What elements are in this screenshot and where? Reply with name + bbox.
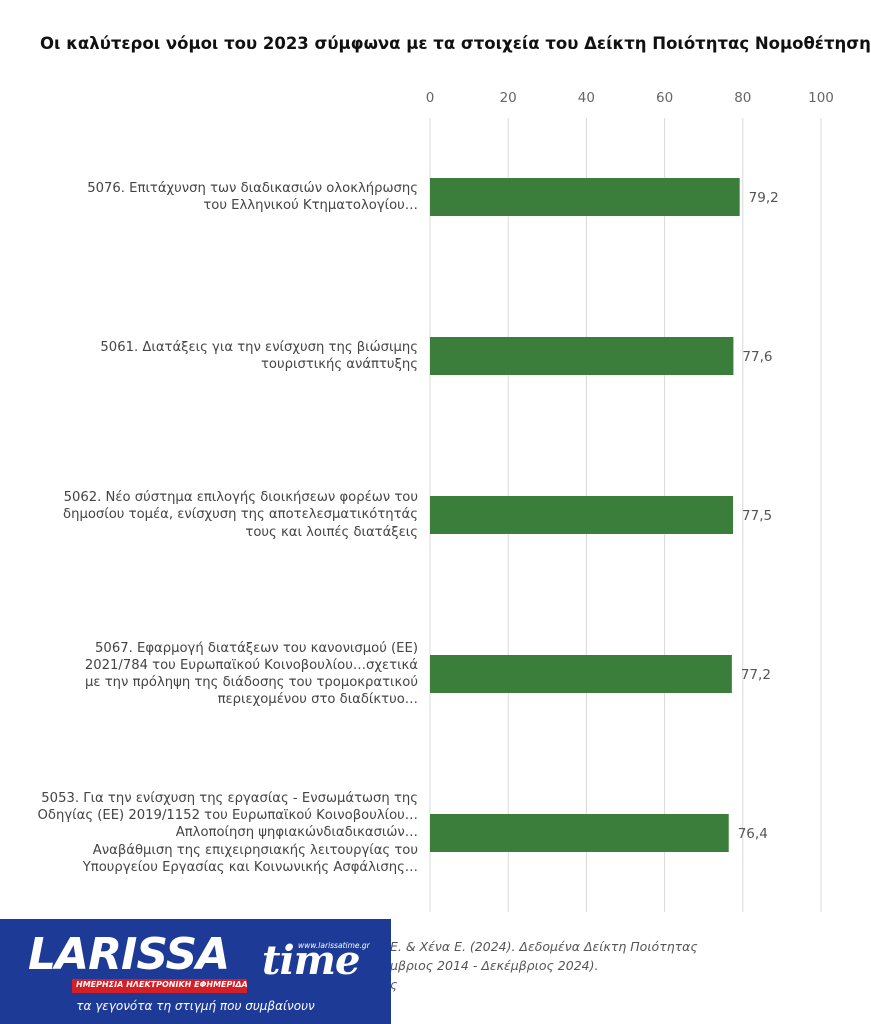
category-label-line: 5053. Για την ενίσχυση της εργασίας - Εν…	[41, 791, 418, 806]
category-label-line: 5076. Επιτάχυνση των διαδικασιών ολοκλήρ…	[87, 180, 418, 196]
x-tick-label: 0	[426, 90, 435, 106]
category-label-line: Απλοποίηση ψηφιακώνδιαδικασιών…	[175, 825, 418, 841]
category-label-line: τουριστικής ανάπτυξης	[260, 357, 418, 372]
data-label: 79,2	[749, 190, 779, 206]
bar	[430, 496, 734, 534]
category-label-line: 2021/784 του Ευρωπαϊκού Κοινοβουλίου…σχε…	[84, 657, 418, 673]
larissatime-logo[interactable]: LARISSA time www.larissatime.gr ΗΜΕΡΗΣΙΑ…	[0, 919, 391, 1024]
data-label: 77,5	[742, 508, 772, 524]
bar	[430, 655, 732, 693]
category-label-line: 5067. Εφαρμογή διατάξεων του κανονισμού …	[95, 640, 418, 656]
source-line-2: μβριος 2014 - Δεκέμβριος 2024).	[390, 958, 599, 973]
category-label-line: Υπουργείου Εργασίας και Κοινωνικής Ασφάλ…	[82, 859, 418, 875]
category-label: 5067. Εφαρμογή διατάξεων του κανονισμού …	[8, 640, 418, 709]
category-label-line: 5062. Νέο σύστημα επιλογής διοικήσεων φο…	[63, 490, 418, 506]
category-label: 5062. Νέο σύστημα επιλογής διοικήσεων φο…	[8, 489, 418, 541]
category-label: 5076. Επιτάχυνση των διαδικασιών ολοκλήρ…	[8, 180, 418, 214]
source-note: Ε. & Χένα Ε. (2024). Δεδομένα Δείκτη Ποι…	[390, 937, 860, 994]
chart-title: Οι καλύτεροι νόμοι του 2023 σύμφωνα με τ…	[40, 34, 871, 53]
data-label: 77,6	[742, 349, 772, 365]
logo-subtitle: ΗΜΕΡΗΣΙΑ ΗΛΕΚΤΡΟΝΙΚΗ ΕΦΗΜΕΡΙΔΑ	[76, 980, 248, 989]
logo-red-bar	[72, 979, 247, 993]
category-label: 5061. Διατάξεις για την ενίσχυση της βιώ…	[8, 339, 418, 373]
x-tick-label: 60	[656, 90, 673, 106]
source-line-1: Ε. & Χένα Ε. (2024). Δεδομένα Δείκτη Ποι…	[390, 939, 698, 954]
category-label-line: του Ελληνικού Κτηματολογίου…	[203, 198, 418, 213]
x-tick-label: 100	[808, 90, 834, 106]
category-label-line: Αναβάθμιση της επιχειρησιακής λειτουργία…	[92, 842, 418, 858]
category-label-line: Οδηγίας (ΕΕ) 2019/1152 του Ευρωπαϊκού Κο…	[37, 808, 418, 824]
x-tick-label: 20	[500, 90, 517, 106]
bar	[430, 178, 740, 216]
x-tick-label: 40	[578, 90, 595, 106]
category-label-line: με την πρόληψη της διάδοσης του τρομοκρα…	[85, 675, 418, 690]
category-label: 5053. Για την ενίσχυση της εργασίας - Εν…	[8, 790, 418, 876]
bar-chart: 0 20 40 60 80 100 79,2 77,6 77,5 77,2 76,4	[426, 90, 834, 912]
category-label-line: δημοσίου τομέα, ενίσχυση της αποτελεσματ…	[63, 507, 418, 523]
source-line-3: ς	[390, 977, 398, 992]
category-label-line: τους και λοιπές διατάξεις	[245, 524, 418, 540]
bar	[430, 814, 729, 852]
logo-word-larissa: LARISSA	[28, 929, 230, 980]
x-tick-label: 80	[734, 90, 751, 106]
logo-word-time: time	[262, 937, 360, 984]
category-label-line: περιεχομένου στο διαδίκτυο…	[217, 692, 418, 708]
data-label: 76,4	[738, 826, 768, 842]
bar	[430, 337, 734, 375]
data-label: 77,2	[741, 667, 771, 683]
logo-tagline: τα γεγονότα τη στιγμή που συμβαίνουν	[76, 999, 315, 1013]
category-label-line: 5061. Διατάξεις για την ενίσχυση της βιώ…	[100, 339, 418, 355]
logo-url: www.larissatime.gr	[298, 941, 370, 950]
